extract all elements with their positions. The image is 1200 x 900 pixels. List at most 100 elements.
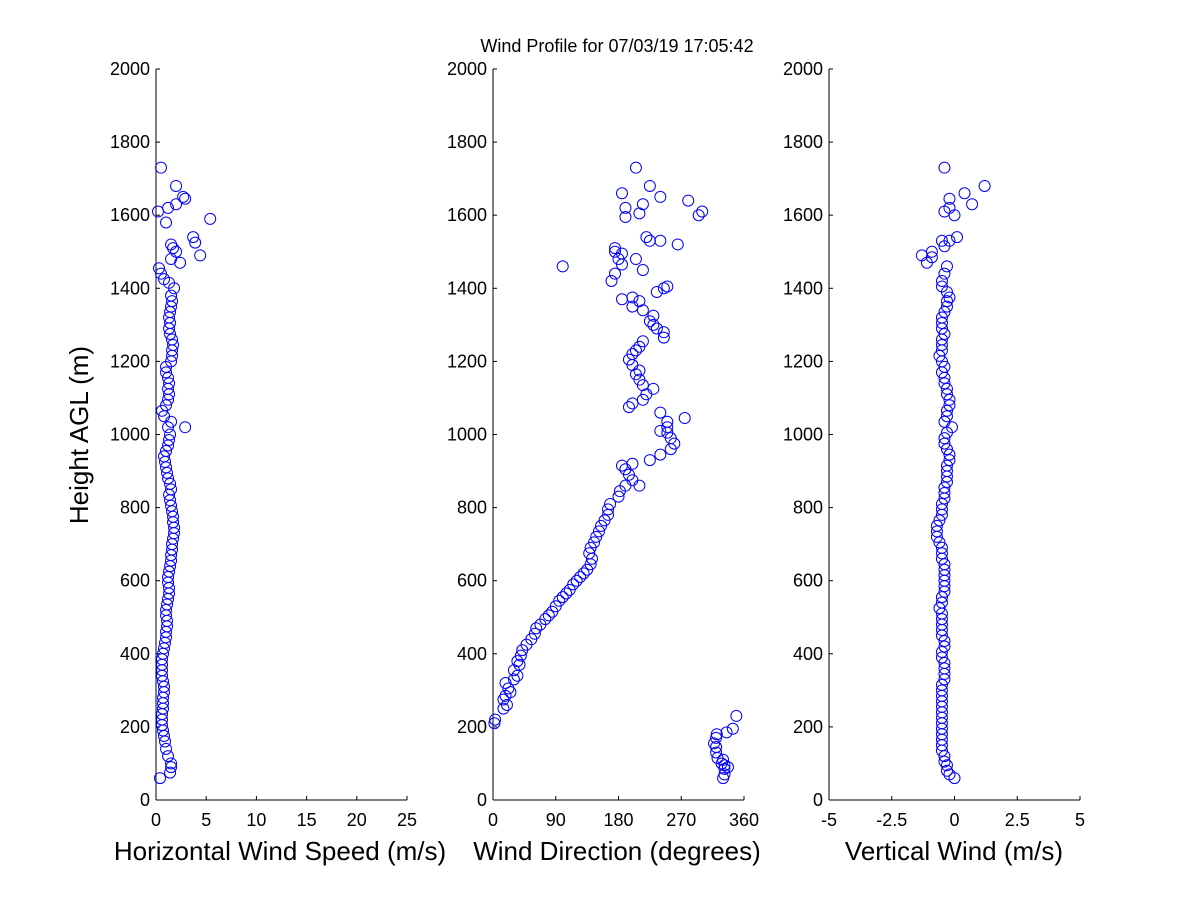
data-point	[958, 187, 971, 200]
data-point	[643, 234, 656, 247]
data-point	[940, 300, 953, 313]
x-axis-label-horizontal-wind-speed: Horizontal Wind Speed (m/s)	[114, 836, 446, 866]
data-point	[619, 211, 632, 224]
x-tick-label: 90	[546, 810, 566, 830]
data-point	[933, 349, 946, 362]
x-tick-label: -5	[821, 810, 837, 830]
y-tick-label: 2000	[110, 59, 150, 79]
data-point	[938, 558, 951, 571]
data-point	[938, 481, 951, 494]
data-point	[165, 757, 178, 770]
data-point	[577, 567, 590, 580]
data-point	[556, 591, 569, 604]
data-point	[187, 231, 200, 244]
x-tick-label: 0	[949, 810, 959, 830]
data-point	[514, 649, 527, 662]
data-point	[155, 161, 168, 174]
data-point	[935, 311, 948, 324]
data-point	[717, 753, 730, 766]
data-point	[930, 525, 943, 538]
data-point	[948, 209, 961, 222]
data-point	[166, 295, 179, 308]
data-point	[629, 344, 642, 357]
data-point	[170, 198, 183, 211]
data-point	[657, 326, 670, 339]
data-point	[938, 437, 951, 450]
data-point	[938, 635, 951, 648]
data-point	[636, 264, 649, 277]
data-point	[626, 457, 639, 470]
data-point	[647, 318, 660, 331]
data-point	[166, 333, 179, 346]
y-tick-label: 800	[120, 498, 150, 518]
chart-title: Wind Profile for 07/03/19 17:05:42	[480, 36, 753, 56]
data-point	[643, 454, 656, 467]
data-point	[940, 295, 953, 308]
data-point	[943, 454, 956, 467]
data-point	[609, 245, 622, 258]
data-point	[966, 198, 979, 211]
data-point	[935, 547, 948, 560]
y-tick-label: 0	[813, 790, 823, 810]
data-point	[718, 759, 731, 772]
data-point	[590, 530, 603, 543]
data-point	[935, 338, 948, 351]
data-point	[650, 285, 663, 298]
data-point	[654, 406, 667, 419]
data-point	[938, 662, 951, 675]
data-point	[158, 450, 171, 463]
y-tick-label: 1000	[110, 425, 150, 445]
data-point	[915, 249, 928, 262]
y-tick-label: 200	[120, 717, 150, 737]
x-tick-label: 5	[201, 810, 211, 830]
data-point	[163, 377, 176, 390]
y-tick-label: 1600	[783, 205, 823, 225]
x-tick-label: 180	[603, 810, 633, 830]
data-point	[160, 742, 173, 755]
data-point	[935, 645, 948, 658]
data-point	[661, 280, 674, 293]
data-point	[935, 591, 948, 604]
data-point	[951, 231, 964, 244]
data-point	[647, 309, 660, 322]
y-tick-label: 2000	[447, 59, 487, 79]
x-axis-label-vertical-wind: Vertical Wind (m/s)	[845, 836, 1063, 866]
data-point	[583, 547, 596, 560]
data-point	[938, 432, 951, 445]
data-point	[940, 260, 953, 273]
x-tick-label: 270	[666, 810, 696, 830]
y-tick-label: 1600	[110, 205, 150, 225]
data-point	[647, 382, 660, 395]
data-point	[710, 746, 723, 759]
y-tick-label: 200	[457, 717, 487, 737]
y-tick-label: 800	[793, 498, 823, 518]
data-point	[935, 541, 948, 554]
panel-plot-area: 0 200 400 600 800 1000 1200 1400 1600 1800 2000 -5 -…	[783, 59, 1085, 830]
data-point	[940, 459, 953, 472]
x-tick-label: 15	[297, 810, 317, 830]
data-point	[177, 190, 190, 203]
y-tick-label: 0	[477, 790, 487, 810]
data-point	[574, 571, 587, 584]
y-tick-label: 1800	[110, 132, 150, 152]
data-point	[570, 574, 583, 587]
data-point	[539, 613, 552, 626]
y-tick-label: 600	[120, 571, 150, 591]
data-point	[940, 410, 953, 423]
y-tick-label: 600	[457, 571, 487, 591]
data-point	[654, 234, 667, 247]
data-point	[938, 563, 951, 576]
data-point	[650, 322, 663, 335]
data-point	[943, 291, 956, 304]
data-point	[609, 267, 622, 280]
data-point	[930, 519, 943, 532]
data-point	[710, 731, 723, 744]
data-point	[602, 503, 615, 516]
data-point	[170, 245, 183, 258]
data-point	[153, 262, 166, 275]
data-point	[938, 486, 951, 499]
x-tick-label: 0	[151, 810, 161, 830]
data-point	[938, 377, 951, 390]
x-tick-label: 2.5	[1005, 810, 1030, 830]
